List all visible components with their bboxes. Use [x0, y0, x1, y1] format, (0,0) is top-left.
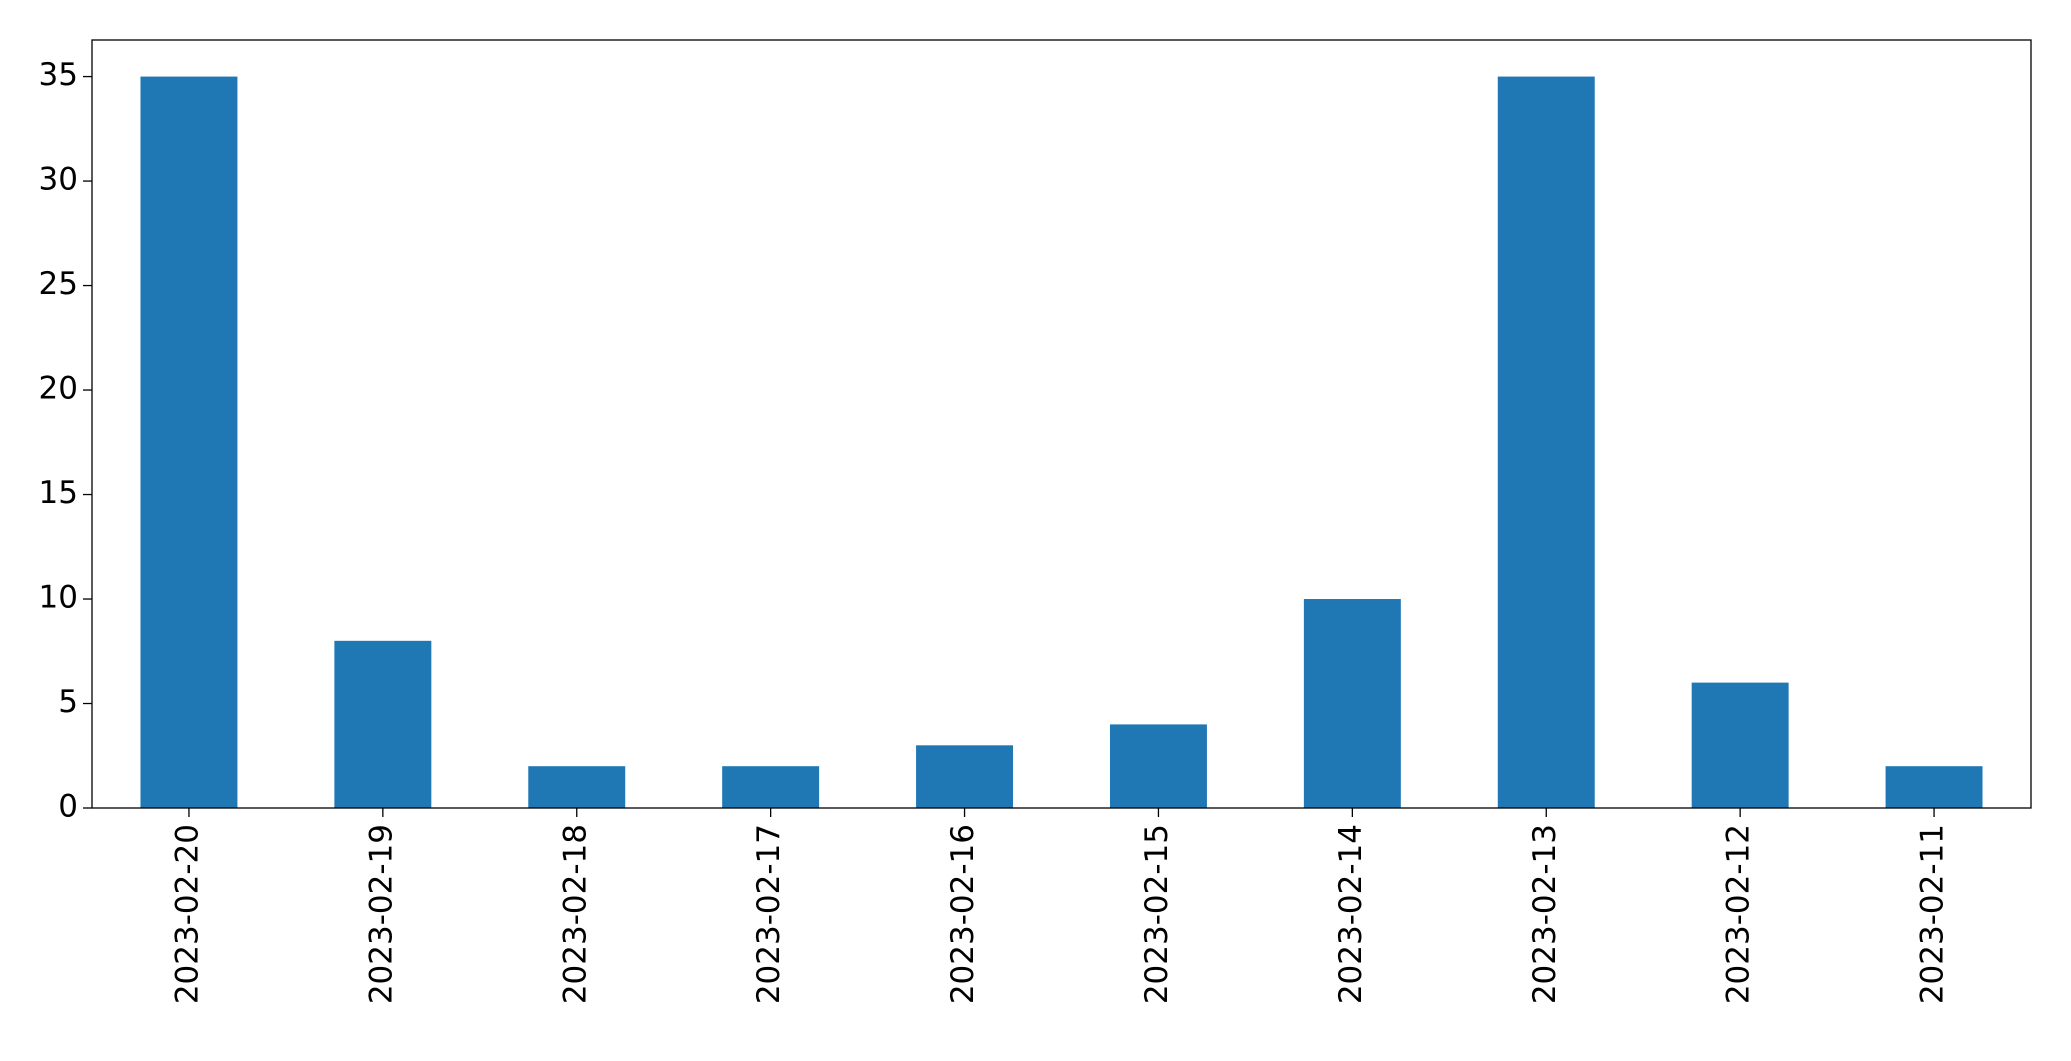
- y-tick-label: 25: [39, 266, 78, 302]
- y-tick-label: 20: [39, 371, 78, 407]
- x-tick-label: 2023-02-14: [1333, 824, 1369, 1004]
- plot-frame: [91, 39, 2032, 809]
- x-tick-label: 2023-02-20: [169, 824, 205, 1004]
- bar: [916, 745, 1014, 808]
- bar: [1303, 599, 1401, 808]
- x-tick-label: 2023-02-16: [945, 824, 981, 1004]
- bar: [1109, 724, 1207, 808]
- y-tick-label: 10: [39, 580, 78, 616]
- x-tick-label: 2023-02-15: [1139, 824, 1175, 1004]
- bar: [722, 766, 820, 808]
- x-tick-label: 2023-02-17: [751, 824, 787, 1004]
- x-tick-label: 2023-02-19: [363, 824, 399, 1004]
- y-tick-label: 30: [39, 162, 78, 198]
- bar: [1497, 76, 1595, 809]
- bar: [334, 640, 432, 808]
- bar: [1885, 766, 1983, 808]
- y-tick-label: 5: [58, 684, 78, 720]
- x-tick-label: 2023-02-13: [1527, 824, 1563, 1004]
- y-tick-label: 15: [39, 475, 78, 511]
- x-tick-label: 2023-02-12: [1721, 824, 1757, 1004]
- bar: [140, 76, 238, 809]
- x-tick-label: 2023-02-11: [1915, 824, 1951, 1004]
- bar: [1691, 682, 1789, 808]
- x-tick-label: 2023-02-18: [557, 824, 593, 1004]
- y-tick-label: 0: [58, 789, 78, 825]
- y-tick-label: 35: [39, 57, 78, 93]
- bar: [528, 766, 626, 808]
